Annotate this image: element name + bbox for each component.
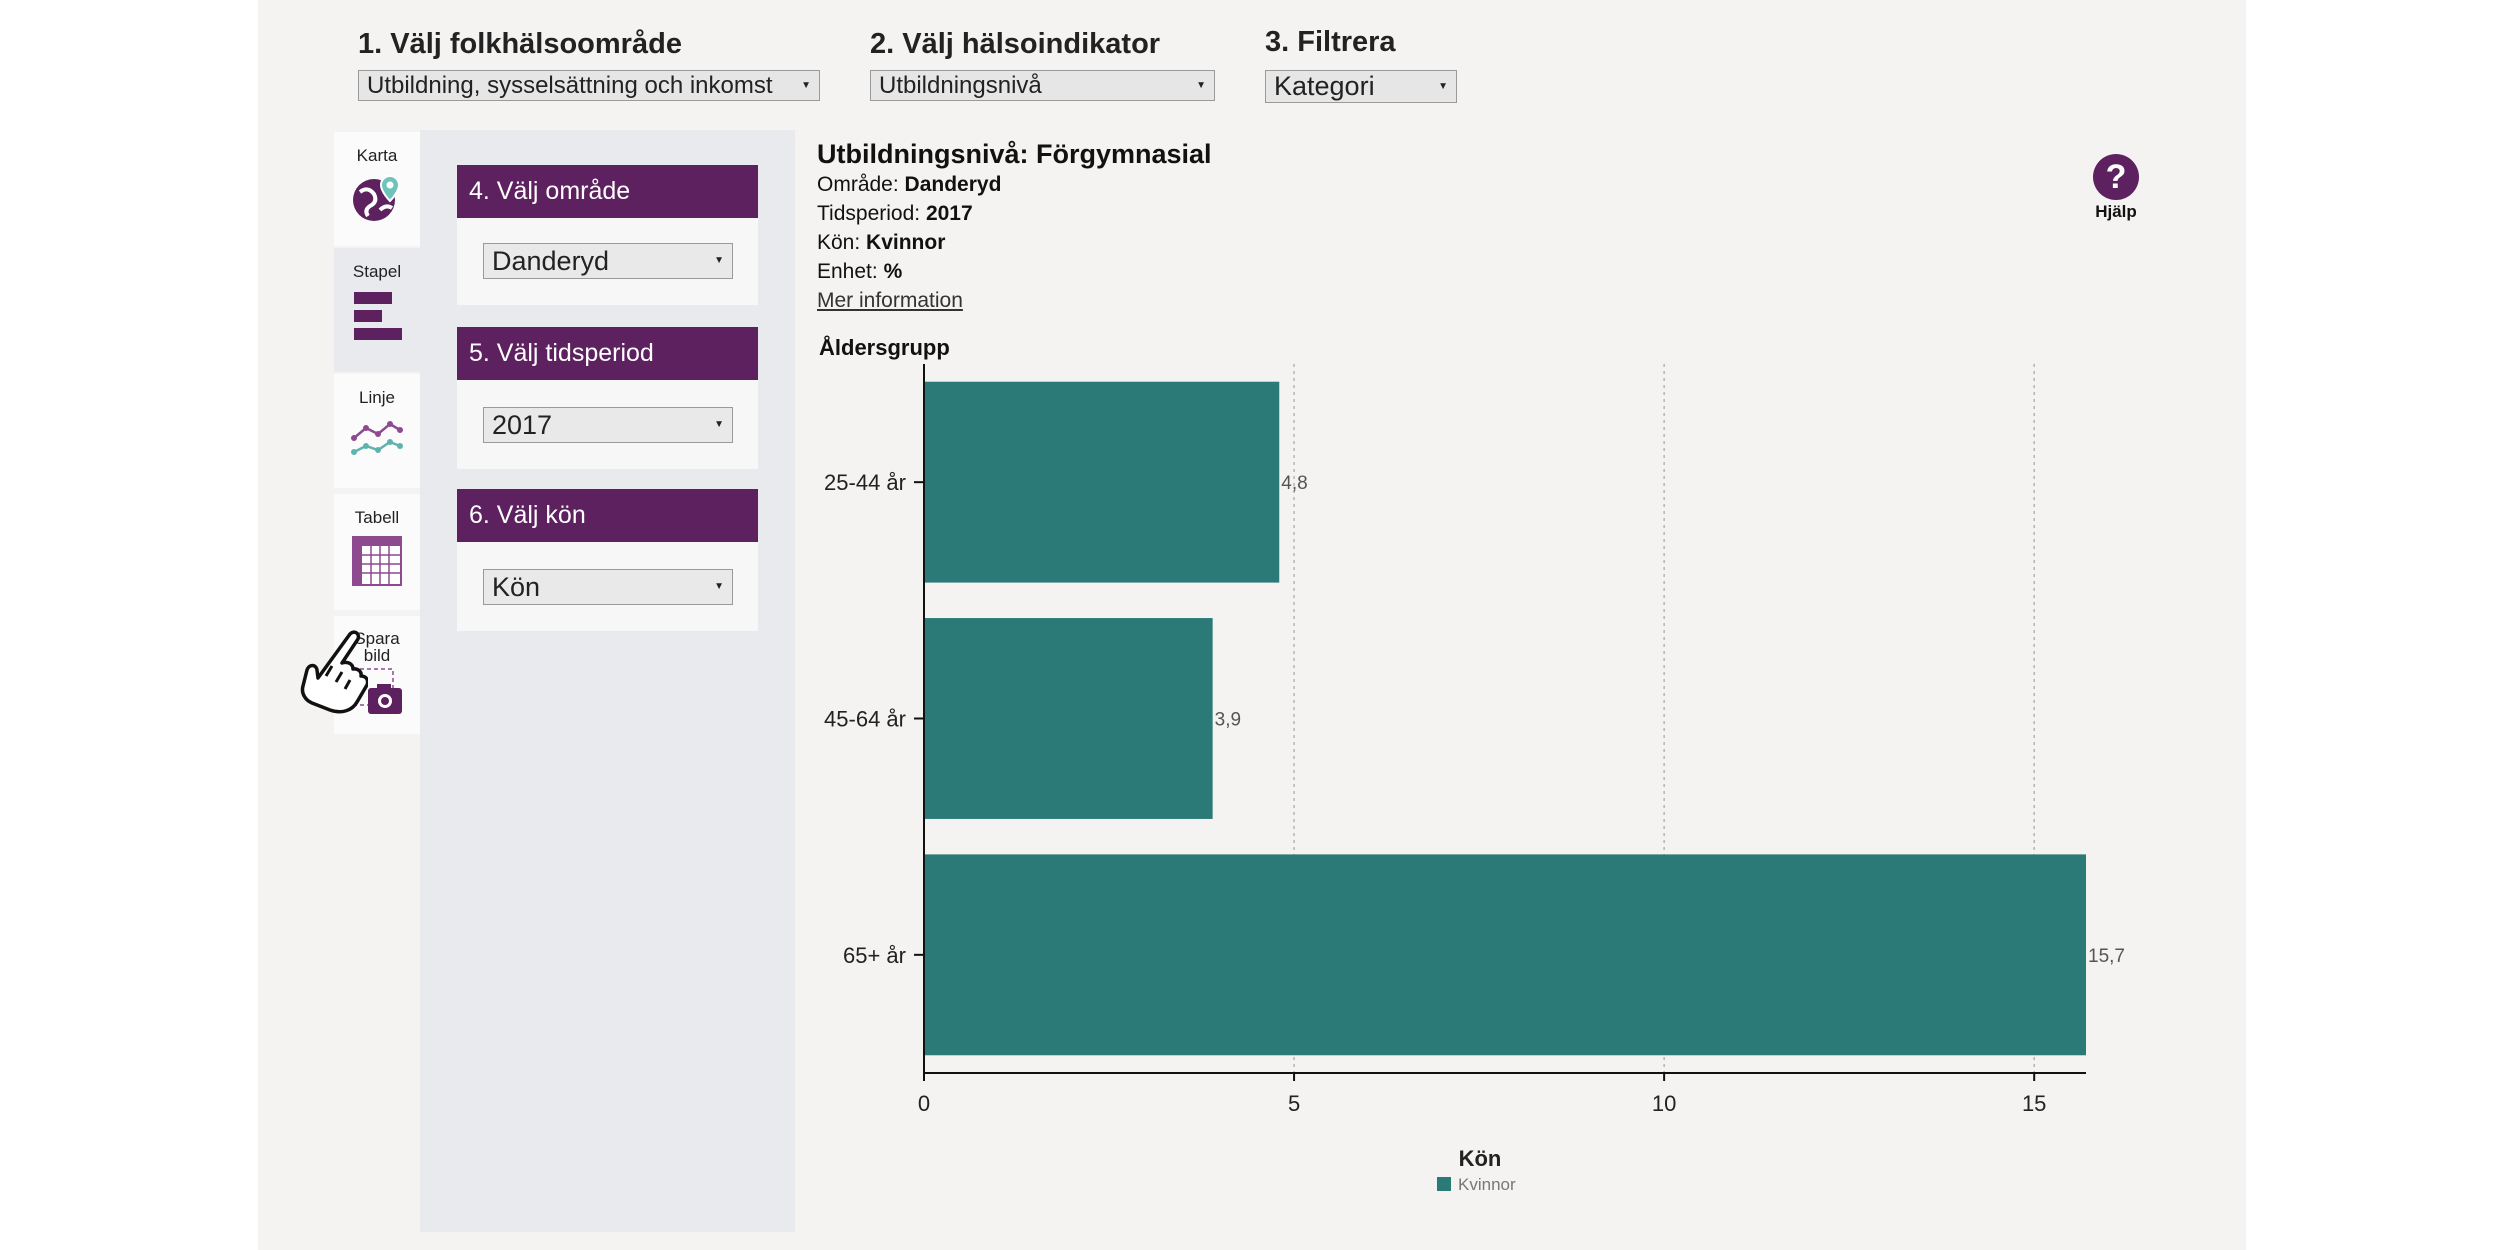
help-button[interactable]: ? Hjälp	[2086, 154, 2146, 222]
tab-label: Tabell	[354, 508, 400, 527]
category-name: Förgymnasial	[1036, 139, 1212, 169]
area-value: Danderyd	[904, 173, 1002, 196]
public-health-area-select[interactable]: Utbildning, sysselsättning och inkomst ▼	[358, 70, 820, 101]
area-row: Område: Danderyd	[817, 170, 1212, 199]
sex-key: Kön:	[817, 231, 861, 254]
legend-title: Kön	[1459, 1146, 1502, 1171]
dropdown-arrow-icon: ▼	[714, 255, 724, 266]
line-chart-icon	[351, 421, 403, 455]
area-heading: 4. Välj område	[457, 165, 758, 218]
x-tick-label: 15	[2022, 1091, 2046, 1116]
tab-label-line2: bild	[363, 646, 391, 665]
bar	[924, 381, 1280, 583]
select-value: Utbildning, sysselsättning och inkomst	[367, 72, 773, 99]
indicator-name: Utbildningsnivå	[817, 139, 1020, 169]
period-key: Tidsperiod:	[817, 202, 921, 225]
tab-karta[interactable]: Karta	[334, 132, 420, 246]
period-value: 2017	[925, 202, 973, 225]
y-axis-title: Åldersgrupp	[819, 334, 950, 360]
tab-linje[interactable]: Linje	[334, 374, 420, 488]
tab-stapel[interactable]: Stapel	[334, 248, 420, 372]
area-block: 4. Välj område Danderyd ▼	[457, 165, 758, 305]
period-row: Tidsperiod: 2017	[817, 199, 1212, 228]
category-label: 65+ år	[843, 943, 906, 968]
tab-tabell[interactable]: Tabell	[334, 494, 420, 610]
sex-heading: 6. Välj kön	[457, 489, 758, 542]
tab-label-line1: Spara	[354, 629, 400, 648]
x-tick-label: 0	[918, 1091, 930, 1116]
select-value: Kategori	[1274, 71, 1375, 101]
dropdown-arrow-icon: ▼	[1196, 80, 1206, 91]
step2-heading: 2. Välj hälsoindikator	[870, 28, 1161, 60]
hand-pointer-icon	[300, 630, 368, 714]
tab-label: Spara bild	[334, 630, 420, 664]
table-icon	[352, 536, 402, 586]
step1-heading: 1. Välj folkhälsoområde	[358, 28, 682, 60]
bar	[924, 854, 2086, 1056]
sex-select[interactable]: Kön ▼	[483, 569, 733, 605]
bar-chart-icon	[354, 292, 402, 340]
data-label: 3,9	[1215, 710, 1241, 731]
category-label: 45-64 år	[824, 707, 906, 732]
select-value: Utbildningsnivå	[879, 72, 1042, 99]
step3-heading: 3. Filtrera	[1265, 26, 1396, 58]
bar	[924, 618, 1213, 819]
filter-select[interactable]: Kategori ▼	[1265, 70, 1457, 103]
legend-swatch	[1437, 1177, 1451, 1191]
period-block: 5. Välj tidsperiod 2017 ▼	[457, 327, 758, 469]
help-icon: ?	[2093, 154, 2139, 200]
data-label: 15,7	[2088, 946, 2125, 967]
sex-row: Kön: Kvinnor	[817, 228, 1212, 257]
unit-row: Enhet: %	[817, 257, 1212, 286]
area-key: Område:	[817, 173, 899, 196]
sex-value: Kvinnor	[866, 231, 946, 254]
select-value: 2017	[492, 410, 553, 440]
unit-value: %	[883, 260, 903, 283]
health-indicator-select[interactable]: Utbildningsnivå ▼	[870, 70, 1215, 101]
tab-label: Linje	[359, 388, 395, 407]
dropdown-arrow-icon: ▼	[801, 80, 811, 91]
period-select[interactable]: 2017 ▼	[483, 407, 733, 443]
chart-title: Utbildningsnivå: Förgymnasial	[817, 139, 1212, 169]
tab-label: Karta	[356, 146, 398, 165]
dropdown-arrow-icon: ▼	[1438, 81, 1448, 92]
x-tick-label: 5	[1288, 1091, 1300, 1116]
chart-info: Utbildningsnivå: Förgymnasial Område: Da…	[817, 138, 1212, 315]
selection-panel	[420, 130, 795, 1232]
dropdown-arrow-icon: ▼	[714, 581, 724, 592]
data-label: 4,8	[1281, 473, 1307, 494]
x-tick-label: 10	[1652, 1091, 1676, 1116]
category-label: 25-44 år	[824, 470, 906, 495]
tab-label: Stapel	[352, 262, 402, 281]
legend-item-label[interactable]: Kvinnor	[1458, 1175, 1516, 1194]
select-value: Danderyd	[492, 246, 610, 276]
globe-pin-icon	[353, 174, 401, 221]
sex-block: 6. Välj kön Kön ▼	[457, 489, 758, 631]
help-label: Hjälp	[2095, 202, 2137, 221]
dropdown-arrow-icon: ▼	[714, 419, 724, 430]
area-select[interactable]: Danderyd ▼	[483, 243, 733, 279]
more-info-link[interactable]: Mer information	[817, 289, 963, 312]
unit-key: Enhet:	[817, 260, 878, 283]
select-value: Kön	[492, 572, 541, 602]
period-heading: 5. Välj tidsperiod	[457, 327, 758, 380]
